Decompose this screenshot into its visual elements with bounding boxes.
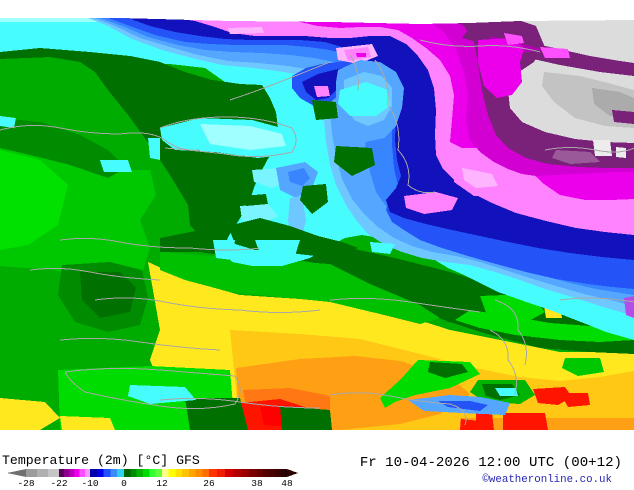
svg-text:Fr 10-04-2026 12:00 UTC (00+12: Fr 10-04-2026 12:00 UTC (00+12) bbox=[360, 455, 622, 471]
svg-text:38: 38 bbox=[251, 478, 263, 489]
svg-text:©weatheronline.co.uk: ©weatheronline.co.uk bbox=[482, 474, 612, 486]
svg-text:-10: -10 bbox=[81, 478, 98, 489]
svg-text:-22: -22 bbox=[50, 478, 67, 489]
svg-text:26: 26 bbox=[203, 478, 215, 489]
svg-text:48: 48 bbox=[281, 478, 293, 489]
svg-text:0: 0 bbox=[121, 478, 127, 489]
svg-text:-28: -28 bbox=[17, 478, 34, 489]
svg-text:12: 12 bbox=[156, 478, 168, 489]
svg-text:Temperature (2m) [°C] GFS: Temperature (2m) [°C] GFS bbox=[2, 453, 200, 468]
